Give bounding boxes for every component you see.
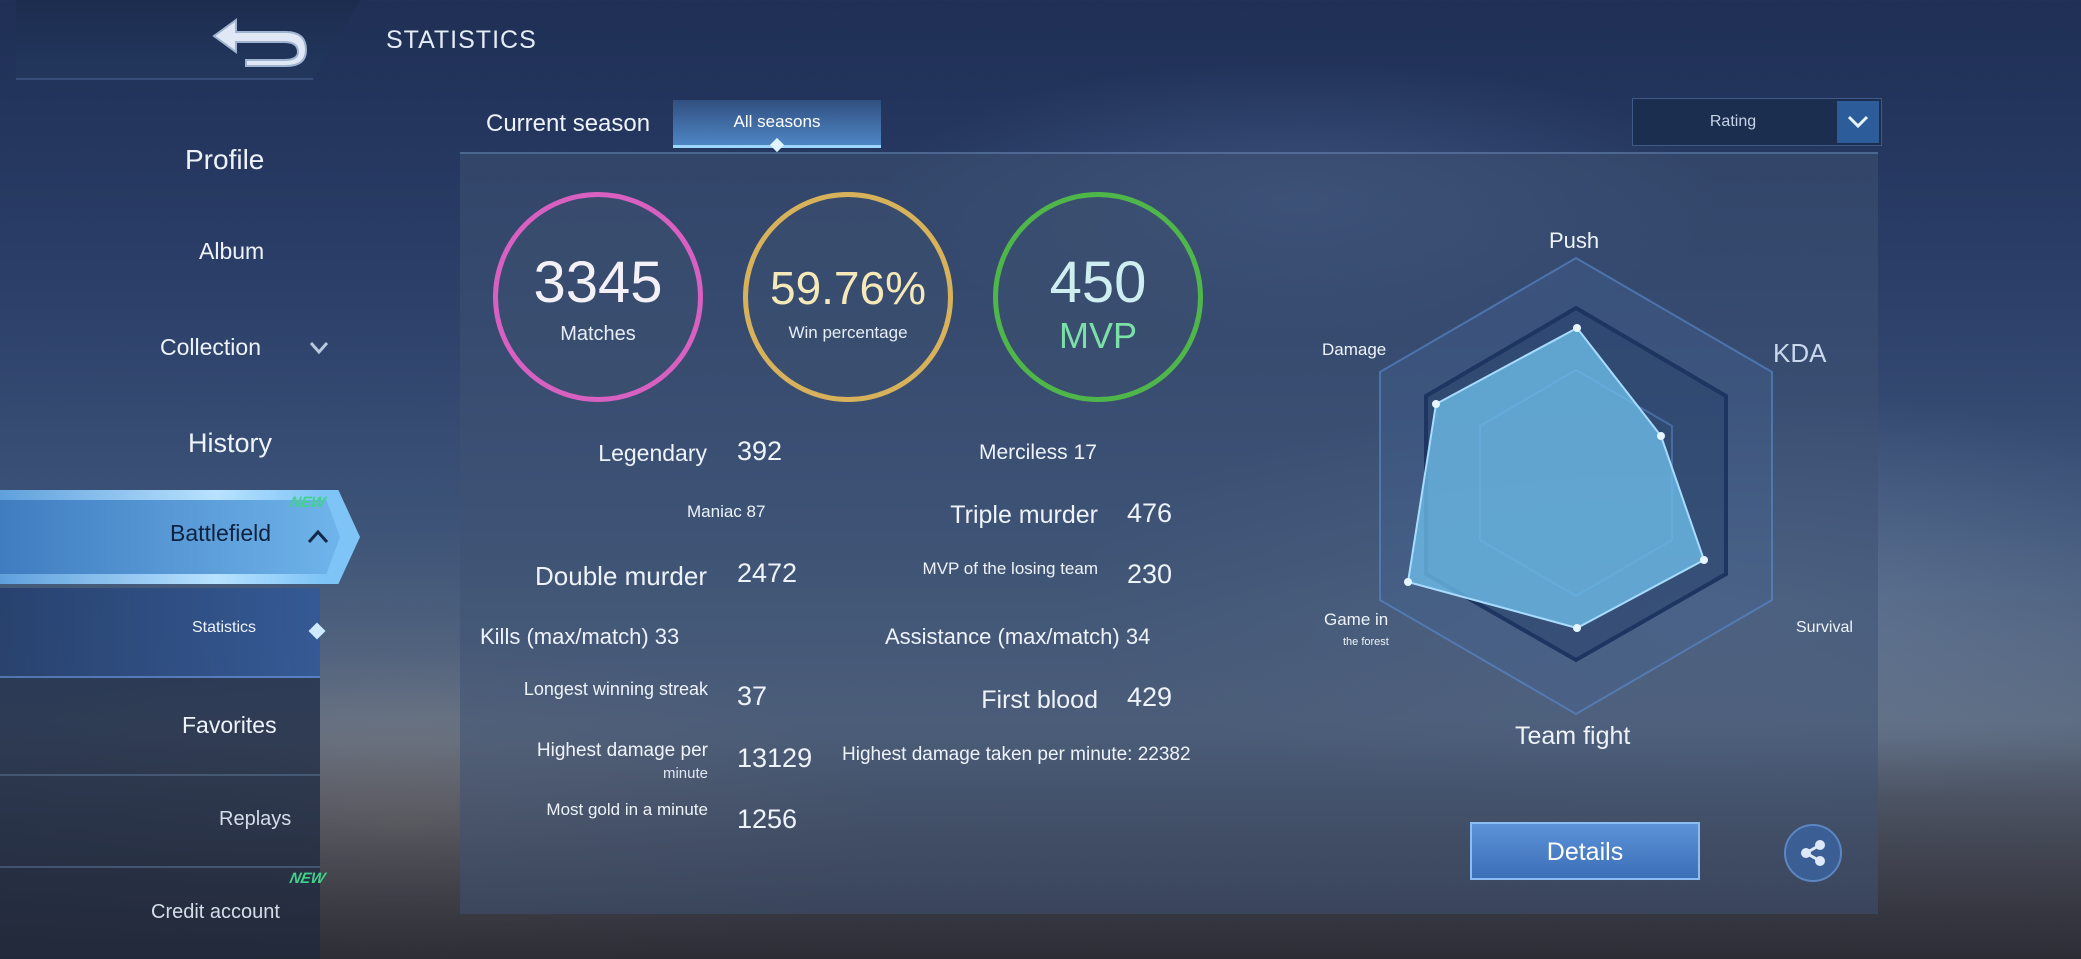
mvp-value: 450 (1049, 250, 1147, 315)
radar-point (1657, 432, 1665, 440)
sidebar-item-credit-account[interactable]: Credit account (151, 901, 280, 923)
mvp-losing-team-label: MVP of the losing team (922, 559, 1098, 578)
share-icon (1801, 840, 1825, 866)
matches-value: 3345 (533, 250, 663, 315)
highest-damage-per-minute-value: 13129 (737, 743, 813, 773)
maniac-stat: Maniac 87 (687, 502, 766, 521)
radar-label-kda: KDA (1773, 338, 1827, 368)
radar-point (1573, 324, 1581, 332)
rating-dropdown[interactable]: Rating (1632, 98, 1882, 146)
sidebar-item-album[interactable]: Album (199, 238, 265, 264)
sidebar-item-history[interactable]: History (188, 428, 273, 458)
longest-streak-label: Longest winning streak (523, 679, 708, 699)
sidebar-item-battlefield-label: Battlefield (170, 520, 272, 546)
divider (0, 866, 320, 868)
most-gold-label: Most gold in a minute (546, 800, 708, 819)
matches-ring: 3345 Matches (493, 192, 703, 402)
radar-label-push: Push (1549, 228, 1600, 253)
most-gold-value: 1256 (737, 804, 798, 834)
new-badge: NEW (288, 494, 327, 511)
radar-label-team-fight: Team fight (1515, 722, 1631, 750)
back-button[interactable] (16, 0, 361, 80)
radar-point (1432, 400, 1440, 408)
win-percentage-label: Win percentage (788, 323, 908, 342)
battlefield-highlight (0, 500, 340, 574)
win-percentage-ring: 59.76% Win percentage (743, 192, 953, 402)
triple-murder-value: 476 (1127, 498, 1173, 528)
double-murder-value: 2472 (737, 558, 798, 588)
dropdown-toggle[interactable] (1837, 101, 1879, 143)
chevron-down-icon[interactable] (308, 340, 330, 356)
radar-label-survival: Survival (1796, 619, 1853, 636)
rating-dropdown-label: Rating (1709, 113, 1757, 130)
highest-damage-per-minute-label-2: minute (662, 765, 708, 782)
sidebar-item-profile[interactable]: Profile (185, 144, 265, 175)
tab-current-season[interactable]: Current season (486, 110, 651, 137)
sidebar-item-statistics-label: Statistics (192, 619, 257, 636)
win-percentage-value: 59.76% (769, 262, 926, 314)
mvp-label: MVP (1058, 315, 1137, 356)
sidebar-item-collection[interactable]: Collection (160, 334, 261, 360)
kills-max-stat: Kills (max/match) 33 (480, 624, 680, 649)
page-title: STATISTICS (386, 26, 537, 54)
chevron-up-icon[interactable] (306, 528, 330, 546)
legendary-label: Legendary (598, 440, 707, 466)
details-button[interactable]: Details (1470, 822, 1700, 880)
radar-point (1404, 578, 1412, 586)
double-murder-label: Double murder (535, 561, 707, 591)
share-button[interactable] (1784, 824, 1842, 882)
merciless-stat: Merciless 17 (979, 441, 1097, 464)
radar-label-damage: Damage (1322, 340, 1387, 359)
radar-label-the-forest: the forest (1343, 636, 1389, 648)
longest-streak-value: 37 (737, 681, 768, 711)
radar-point (1573, 624, 1581, 632)
radar-point (1700, 556, 1708, 564)
first-blood-label: First blood (981, 686, 1098, 714)
back-arrow-icon (212, 18, 308, 67)
chevron-down-icon (1847, 115, 1869, 129)
legendary-value: 392 (737, 436, 783, 466)
new-badge: NEW (288, 870, 327, 887)
highest-damage-per-minute-label: Highest damage per (536, 740, 708, 761)
first-blood-value: 429 (1127, 682, 1173, 712)
divider (0, 774, 320, 776)
sidebar-item-favorites[interactable]: Favorites (182, 712, 277, 738)
assistance-max-stat: Assistance (max/match) 34 (885, 624, 1151, 649)
sidebar-item-statistics[interactable] (0, 588, 320, 678)
radar-label-game-in: Game in (1324, 610, 1389, 629)
sidebar-item-replays[interactable]: Replays (219, 808, 292, 830)
mvp-losing-team-value: 230 (1127, 559, 1173, 589)
matches-label: Matches (560, 323, 636, 345)
radar-chart (1379, 256, 1773, 716)
mvp-ring: 450 MVP (993, 192, 1203, 402)
triple-murder-label: Triple murder (950, 501, 1098, 529)
highest-damage-taken-stat: Highest damage taken per minute: 22382 (842, 744, 1191, 765)
